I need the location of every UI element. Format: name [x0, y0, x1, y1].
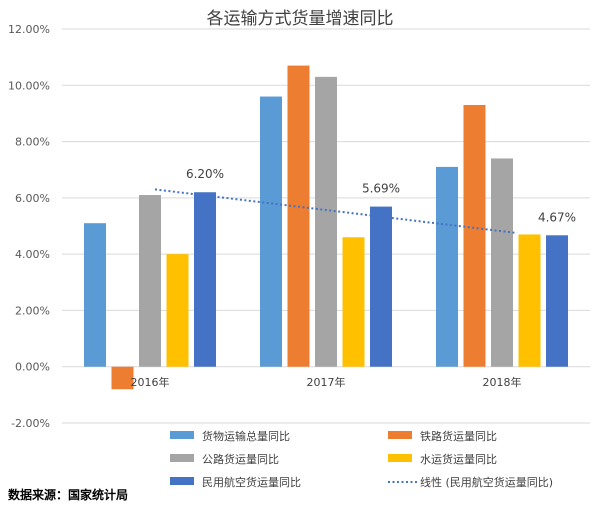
bars: [84, 65, 568, 390]
y-tick-label: 8.00%: [15, 136, 50, 149]
legend-swatch: [170, 477, 194, 485]
bar: [260, 96, 282, 367]
bar: [546, 235, 568, 367]
source-note: 数据来源：国家统计局: [8, 487, 128, 502]
y-tick-label: 4.00%: [15, 248, 50, 261]
y-tick-label: 0.00%: [15, 361, 50, 374]
data-label: 4.67%: [538, 210, 576, 224]
data-label: 5.69%: [362, 182, 400, 196]
bar: [370, 206, 392, 367]
bar: [84, 223, 106, 367]
bar: [287, 65, 310, 367]
bar: [342, 237, 365, 367]
legend-label: 线性 (民用航空货运量同比): [420, 475, 553, 489]
y-axis-ticks: -2.00% 0.00% 2.00% 4.00% 6.00% 8.00% 10.00% 12.…: [8, 23, 50, 430]
y-tick-label: 2.00%: [15, 304, 50, 317]
category-label: 2017年: [307, 375, 346, 389]
legend-label: 铁路货运量同比: [420, 429, 497, 443]
y-tick-label: 12.00%: [8, 23, 50, 36]
category-label: 2016年: [131, 375, 170, 389]
category-label: 2018年: [483, 375, 522, 389]
legend-swatch: [170, 431, 194, 439]
data-label: 6.20%: [186, 167, 224, 181]
bar: [518, 234, 541, 367]
legend-label: 水运货运量同比: [420, 452, 497, 466]
bar: [139, 195, 161, 367]
legend-label: 货物运输总量同比: [202, 429, 290, 443]
category-labels: 2016年 2017年 2018年: [131, 375, 522, 389]
bar: [436, 166, 458, 367]
bar: [463, 104, 486, 367]
chart-title: 各运输方式货量增速同比: [207, 9, 394, 29]
legend-swatch: [388, 431, 412, 439]
legend-label: 公路货运量同比: [202, 452, 279, 466]
legend-swatch: [170, 454, 194, 462]
data-labels: 6.20% 5.69% 4.67%: [186, 167, 576, 224]
bar: [194, 192, 216, 367]
y-tick-label: -2.00%: [11, 417, 50, 430]
legend-label: 民用航空货运量同比: [202, 475, 301, 489]
bar: [491, 158, 513, 367]
bar: [166, 254, 189, 367]
bar: [111, 366, 134, 390]
legend-swatch: [388, 454, 412, 462]
y-tick-label: 6.00%: [15, 192, 50, 205]
y-tick-label: 10.00%: [8, 79, 50, 92]
bar: [315, 76, 337, 367]
